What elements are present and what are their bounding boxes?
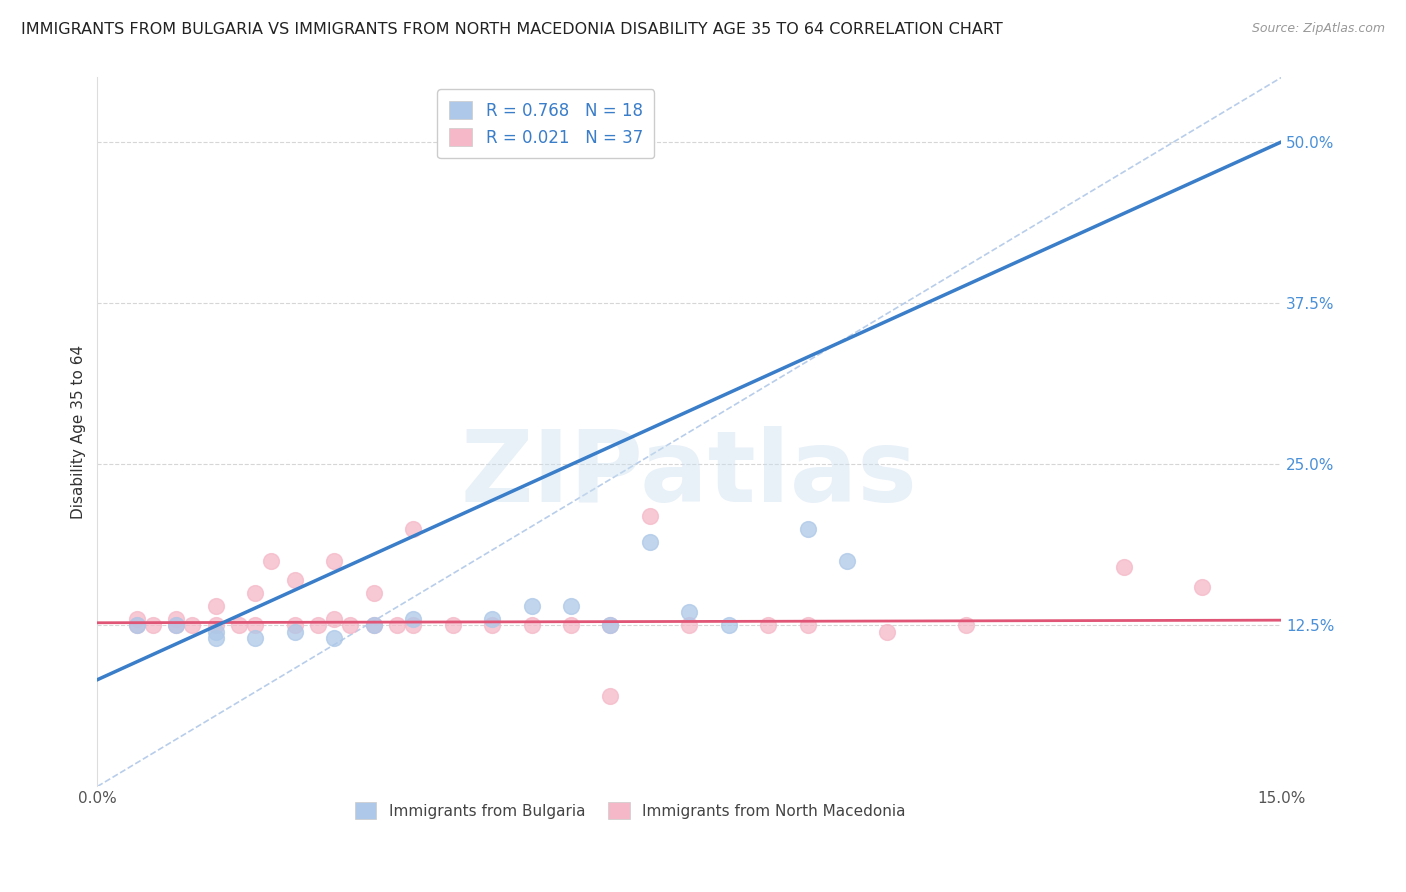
Point <box>717 618 740 632</box>
Y-axis label: Disability Age 35 to 64: Disability Age 35 to 64 <box>72 345 86 519</box>
Point <box>204 624 226 639</box>
Point <box>204 618 226 632</box>
Point <box>481 618 503 632</box>
Point <box>125 612 148 626</box>
Point <box>323 612 346 626</box>
Point <box>181 618 204 632</box>
Point <box>520 618 543 632</box>
Point <box>245 586 267 600</box>
Point <box>284 624 307 639</box>
Point <box>1112 560 1135 574</box>
Point <box>125 618 148 632</box>
Point <box>955 618 977 632</box>
Point <box>638 534 661 549</box>
Point <box>125 618 148 632</box>
Text: Source: ZipAtlas.com: Source: ZipAtlas.com <box>1251 22 1385 36</box>
Point <box>797 522 820 536</box>
Point <box>165 618 187 632</box>
Point <box>387 618 409 632</box>
Point <box>599 618 621 632</box>
Point <box>560 618 582 632</box>
Point <box>363 618 385 632</box>
Point <box>165 612 187 626</box>
Point <box>402 618 425 632</box>
Point <box>481 612 503 626</box>
Point <box>876 624 898 639</box>
Point <box>204 631 226 645</box>
Point <box>307 618 329 632</box>
Point <box>1191 580 1213 594</box>
Point <box>284 573 307 587</box>
Point <box>204 599 226 613</box>
Point <box>599 690 621 704</box>
Point <box>260 554 283 568</box>
Point <box>599 618 621 632</box>
Point <box>363 586 385 600</box>
Point <box>323 631 346 645</box>
Point <box>165 618 187 632</box>
Point <box>142 618 165 632</box>
Point <box>638 508 661 523</box>
Point <box>678 618 700 632</box>
Point <box>339 618 361 632</box>
Point <box>520 599 543 613</box>
Point <box>441 618 464 632</box>
Point <box>837 554 859 568</box>
Legend: Immigrants from Bulgaria, Immigrants from North Macedonia: Immigrants from Bulgaria, Immigrants fro… <box>349 796 911 825</box>
Point <box>678 606 700 620</box>
Point <box>402 612 425 626</box>
Point <box>560 599 582 613</box>
Text: IMMIGRANTS FROM BULGARIA VS IMMIGRANTS FROM NORTH MACEDONIA DISABILITY AGE 35 TO: IMMIGRANTS FROM BULGARIA VS IMMIGRANTS F… <box>21 22 1002 37</box>
Text: ZIPatlas: ZIPatlas <box>461 426 918 523</box>
Point <box>228 618 250 632</box>
Point <box>756 618 779 632</box>
Point <box>363 618 385 632</box>
Point <box>245 631 267 645</box>
Point <box>245 618 267 632</box>
Point <box>284 618 307 632</box>
Point <box>797 618 820 632</box>
Point <box>402 522 425 536</box>
Point <box>323 554 346 568</box>
